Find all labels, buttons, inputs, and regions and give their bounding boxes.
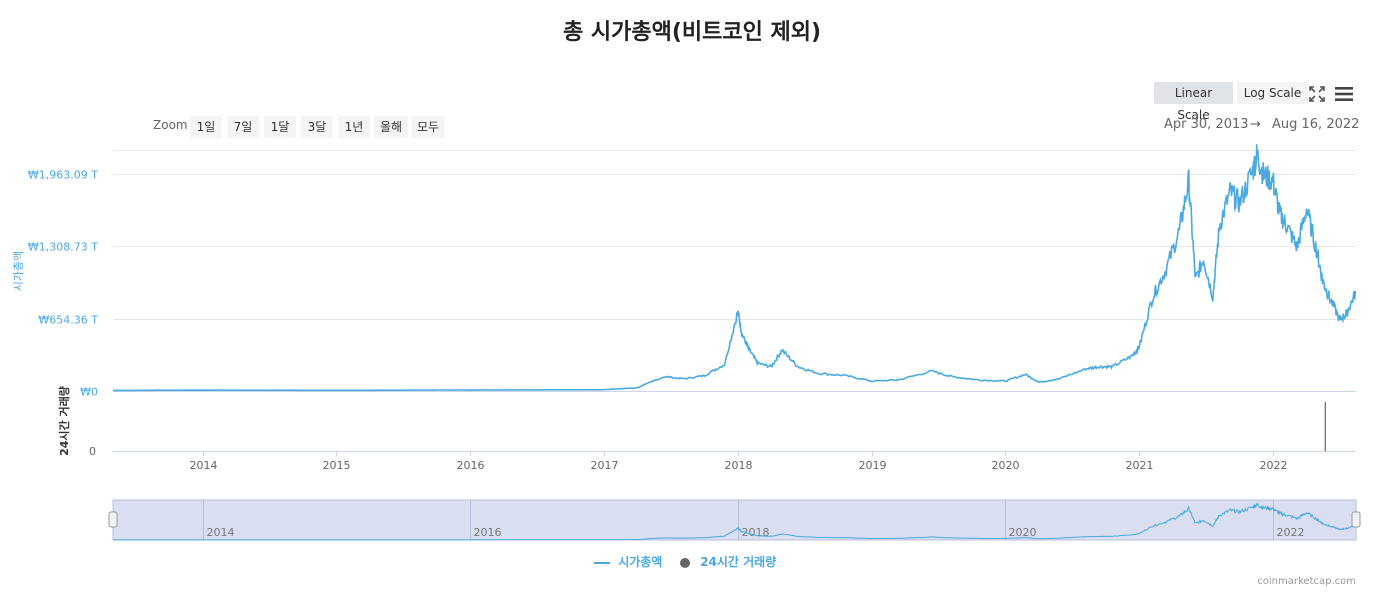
y-axis-label: 시가총액 <box>12 251 25 291</box>
x-tick-label-2020: 2020 <box>992 459 1020 472</box>
navigator-tick-label-2014: 2014 <box>207 526 235 539</box>
x-tick-label-2016: 2016 <box>457 459 485 472</box>
navigator-right-handle[interactable] <box>1351 511 1361 528</box>
zoom-1d-button[interactable]: 1일 <box>190 116 222 138</box>
zoom-ytd-button[interactable]: 올해 <box>374 116 408 138</box>
zoom-label: Zoom <box>153 118 188 132</box>
x-tick-label-2018: 2018 <box>725 459 753 472</box>
chart-title: 총 시가총액(비트코인 제외) <box>562 20 822 45</box>
navigator-tick-label-2016: 2016 <box>474 526 502 539</box>
legend-line-icon <box>594 561 610 564</box>
x-tick-label-2015: 2015 <box>323 459 351 472</box>
legend-volume[interactable]: 24시간 거래량 <box>680 553 776 570</box>
navigator-tick-label-2020: 2020 <box>1009 526 1037 539</box>
navigator-line <box>113 502 1356 541</box>
range-from[interactable]: Apr 30, 2013 <box>1164 117 1249 132</box>
y-tick-label-0: ₩0 <box>80 386 98 399</box>
credit-text[interactable]: coinmarketcap.com <box>1257 576 1356 587</box>
zoom-1m-button[interactable]: 1달 <box>264 116 296 138</box>
linear-scale-button[interactable]: Linear Scale <box>1154 82 1233 122</box>
volume-tick-0: 0 <box>89 445 96 458</box>
y-tick-label-2: ₩1,308.73 T <box>28 241 98 254</box>
fullscreen-icon[interactable] <box>1307 84 1327 104</box>
y-tick-label-1: ₩654.36 T <box>38 314 98 327</box>
legend-dot-icon <box>680 557 690 568</box>
navigator-tick-label-2022: 2022 <box>1277 526 1305 539</box>
zoom-3m-button[interactable]: 3달 <box>301 116 333 138</box>
legend-market-cap-label: 시가총액 <box>618 555 663 569</box>
market-cap-line <box>113 144 1357 392</box>
y-tick-label-3: ₩1,963.09 T <box>28 169 98 182</box>
navigator-window <box>112 499 1357 541</box>
zoom-7d-button[interactable]: 7일 <box>227 116 259 138</box>
x-tick-label-2017: 2017 <box>591 459 619 472</box>
legend-volume-label: 24시간 거래량 <box>700 555 777 569</box>
x-tick-label-2022: 2022 <box>1260 459 1288 472</box>
x-tick-label-2021: 2021 <box>1126 459 1154 472</box>
range-arrow: → <box>1250 117 1261 132</box>
log-scale-button[interactable]: Log Scale <box>1237 82 1308 104</box>
range-to[interactable]: Aug 16, 2022 <box>1272 117 1360 132</box>
navigator-left-handle[interactable] <box>108 511 118 528</box>
x-tick-label-2014: 2014 <box>190 459 218 472</box>
x-tick-label-2019: 2019 <box>859 459 887 472</box>
zoom-1y-button[interactable]: 1년 <box>338 116 370 138</box>
navigator-tick-label-2018: 2018 <box>742 526 770 539</box>
hamburger-menu-icon[interactable] <box>1333 84 1355 104</box>
zoom-all-button[interactable]: 모두 <box>411 116 445 138</box>
legend-market-cap[interactable]: 시가총액 <box>594 553 662 570</box>
volume-axis-label: 24시간 거래량 <box>57 386 71 456</box>
